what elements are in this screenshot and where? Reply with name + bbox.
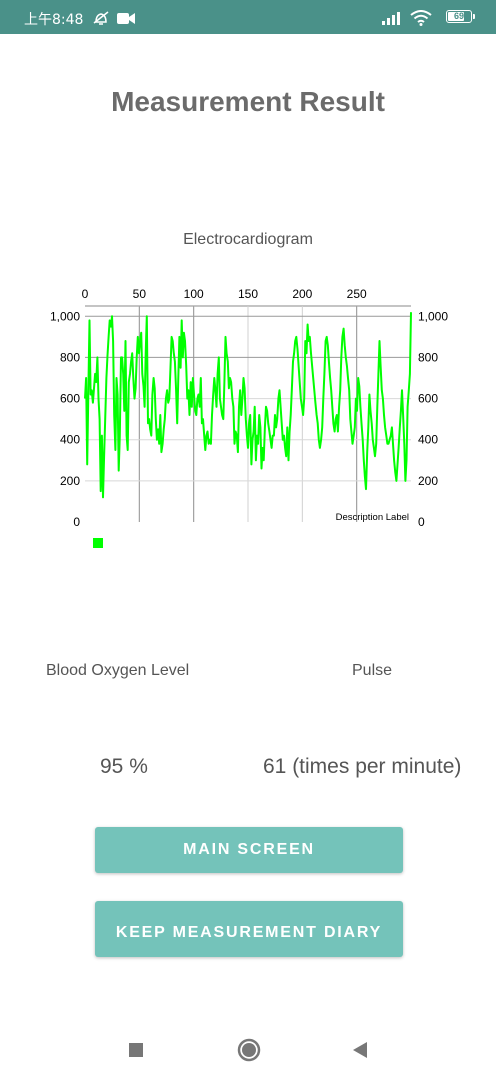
main-screen-button[interactable]: MAIN SCREEN xyxy=(95,827,403,873)
pulse-value: 61 (times per minute) xyxy=(263,755,462,778)
y-left-tick-label: 400 xyxy=(60,433,80,447)
status-time: 上午8:48 xyxy=(24,12,84,28)
y-left-tick-label: 0 xyxy=(73,515,80,529)
x-tick-label: 0 xyxy=(82,287,89,301)
y-axis-right-ticks: 0 200 400 600 800 1,000 xyxy=(418,309,448,529)
description-label: Description Label xyxy=(336,512,409,523)
oxygen-value: 95 % xyxy=(100,755,148,778)
muted-notification-icon xyxy=(93,11,109,25)
signal-icon xyxy=(382,12,400,25)
x-tick-label: 50 xyxy=(133,287,147,301)
ecg-chart: 0 50 100 150 200 250 0 200 400 600 800 1,000 0 200 4… xyxy=(50,287,448,548)
y-right-tick-label: 200 xyxy=(418,474,438,488)
ecg-series-line xyxy=(84,312,412,499)
pulse-label: Pulse xyxy=(352,662,393,679)
x-tick-label: 100 xyxy=(184,287,204,301)
battery-icon: 69 xyxy=(446,10,475,23)
battery-level: 69 xyxy=(453,11,464,21)
video-camera-icon xyxy=(117,13,135,24)
y-axis-left-ticks: 0 200 400 600 800 1,000 xyxy=(50,309,80,529)
x-axis-ticks: 0 50 100 150 200 250 xyxy=(82,287,367,301)
y-left-tick-label: 600 xyxy=(60,392,80,406)
wifi-icon xyxy=(410,10,432,26)
back-icon[interactable] xyxy=(352,1041,368,1059)
y-right-tick-label: 400 xyxy=(418,433,438,447)
y-left-tick-label: 800 xyxy=(60,350,80,364)
legend-swatch xyxy=(93,538,103,548)
y-right-tick-label: 1,000 xyxy=(418,309,448,323)
chart-grid xyxy=(85,305,411,522)
y-right-tick-label: 800 xyxy=(418,350,438,364)
chart-caption: Electrocardiogram xyxy=(183,231,313,248)
navigation-bar xyxy=(0,1020,496,1080)
status-bar: 上午8:48 69 xyxy=(0,0,496,34)
y-left-tick-label: 1,000 xyxy=(50,309,80,323)
page-title: Measurement Result xyxy=(111,86,385,117)
x-tick-label: 200 xyxy=(292,287,312,301)
recent-apps-icon[interactable] xyxy=(128,1042,144,1058)
y-right-tick-label: 0 xyxy=(418,515,425,529)
x-tick-label: 150 xyxy=(238,287,258,301)
x-tick-label: 250 xyxy=(347,287,367,301)
oxygen-label: Blood Oxygen Level xyxy=(46,662,190,679)
home-icon[interactable] xyxy=(236,1037,262,1063)
y-left-tick-label: 200 xyxy=(60,474,80,488)
y-right-tick-label: 600 xyxy=(418,392,438,406)
keep-diary-button[interactable]: KEEP MEASUREMENT DIARY xyxy=(95,901,403,957)
